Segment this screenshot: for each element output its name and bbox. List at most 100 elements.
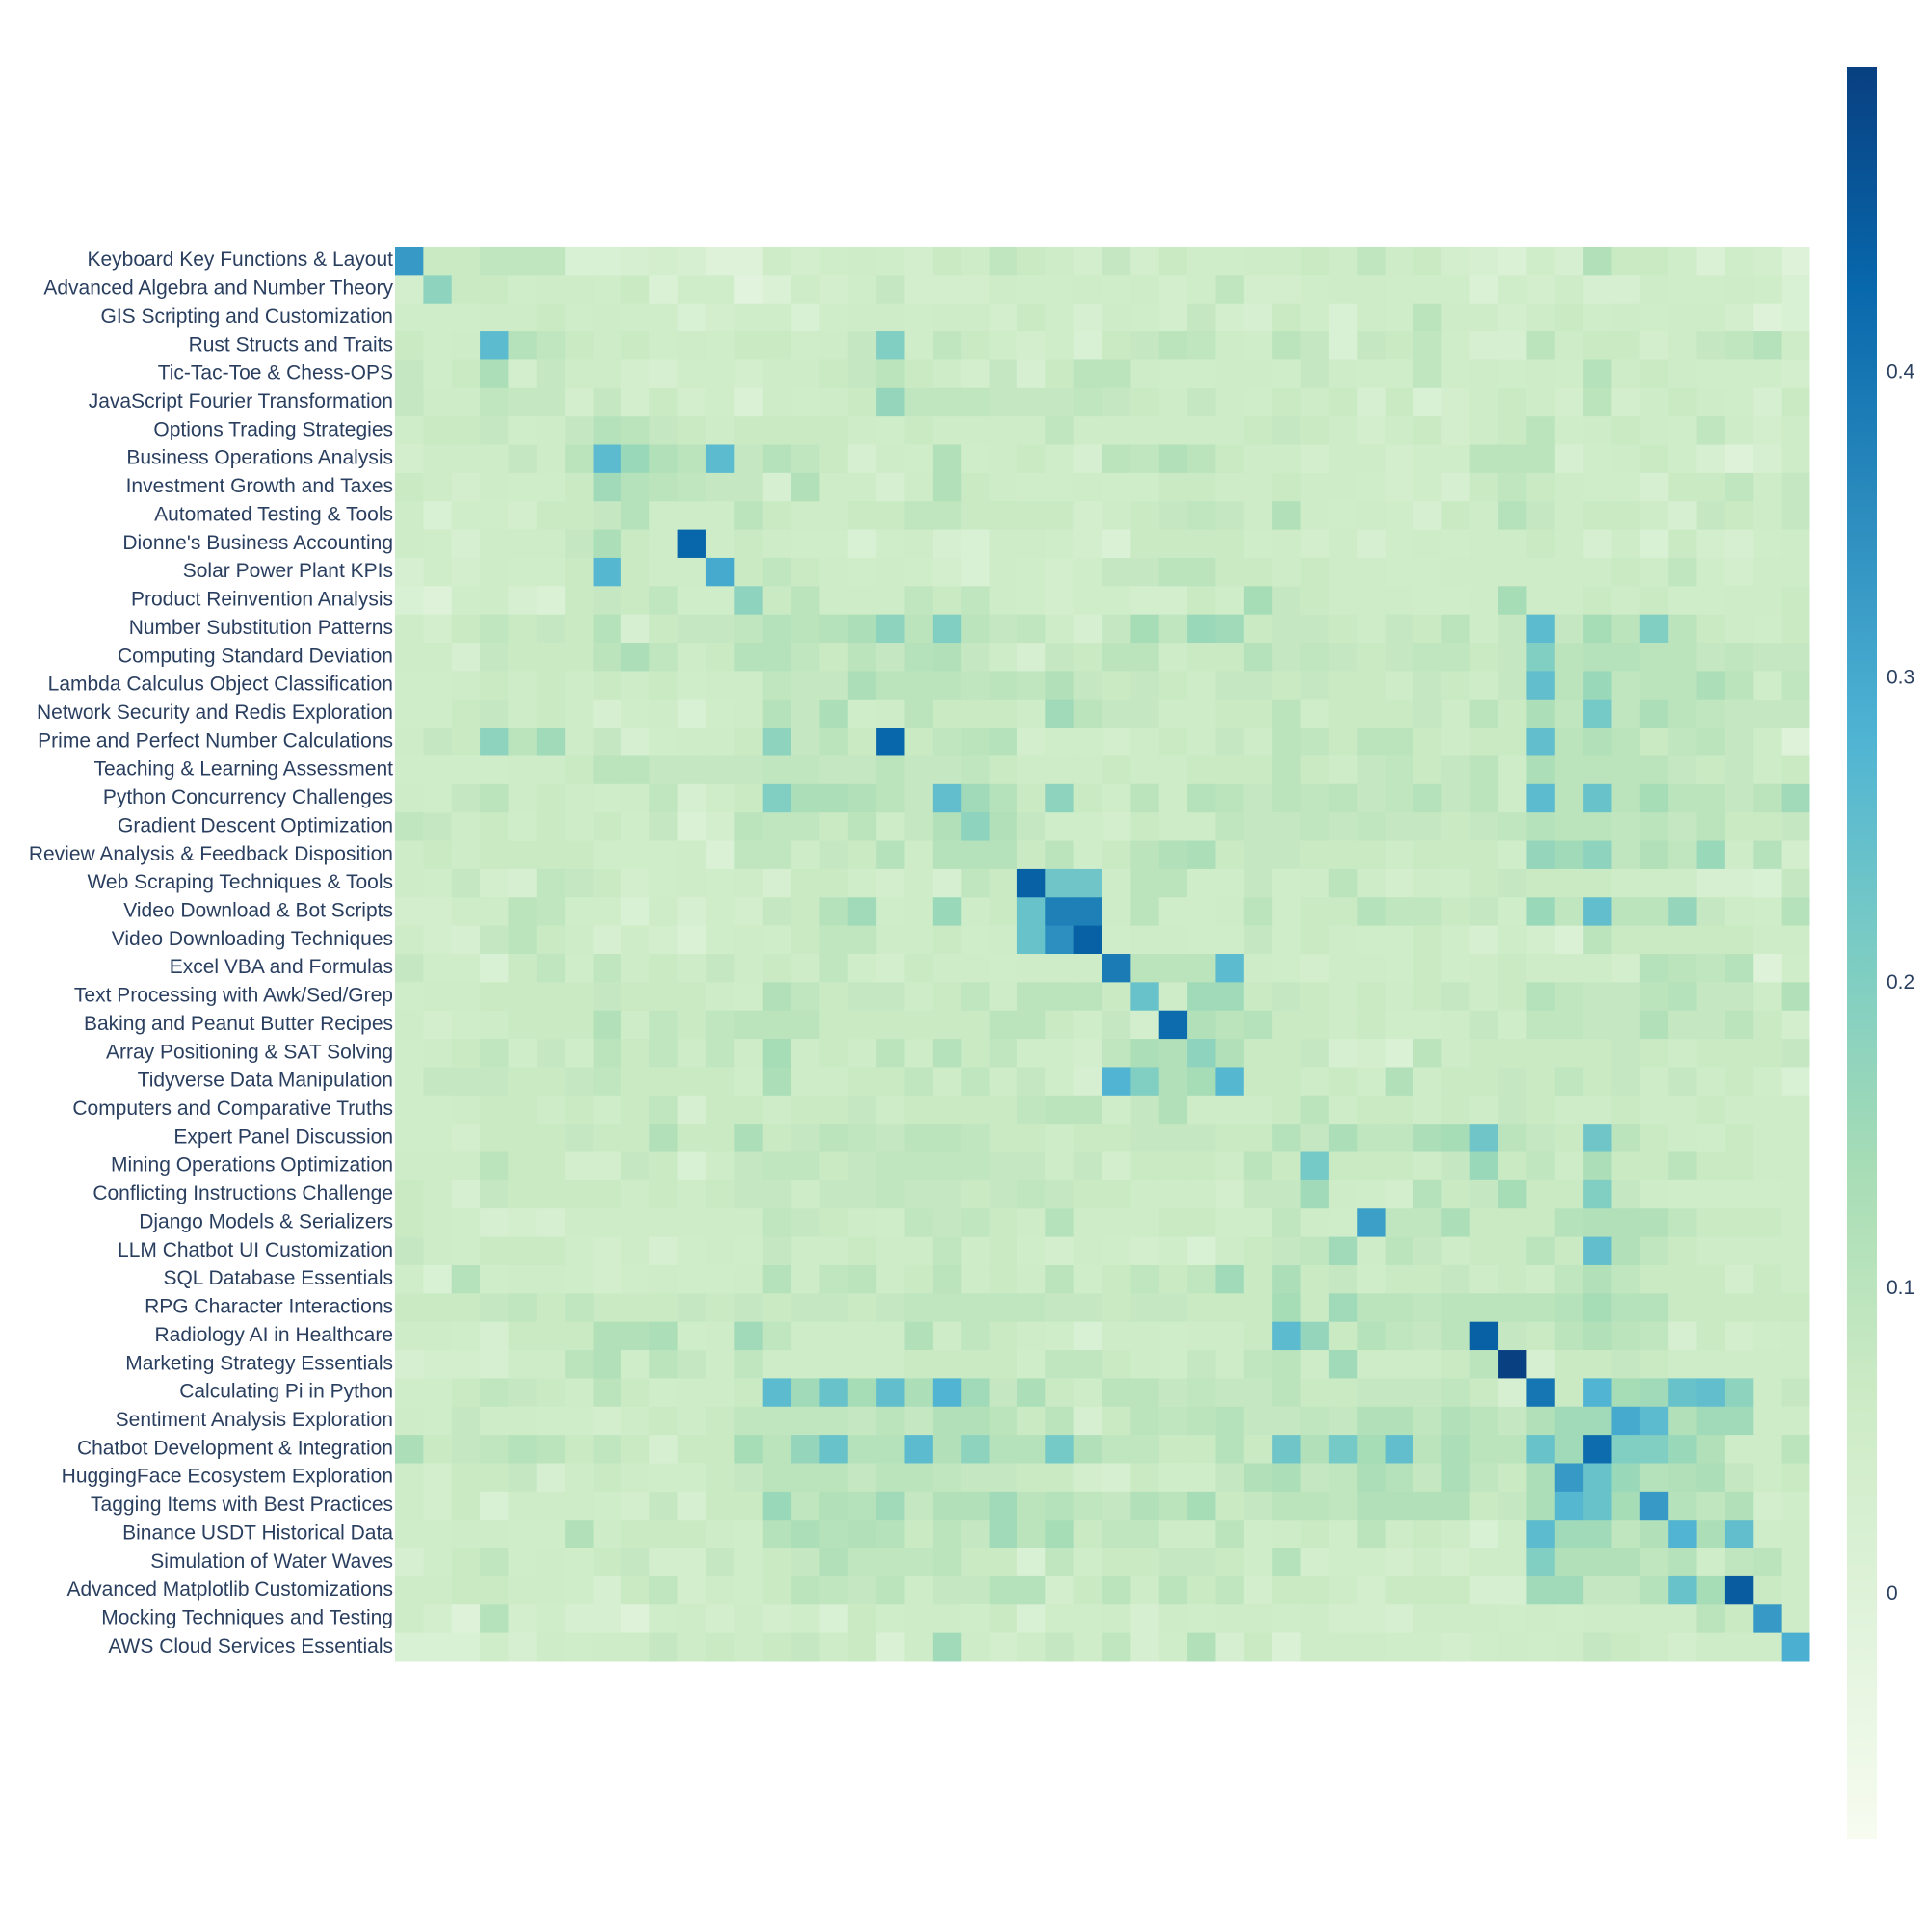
heatmap-cell bbox=[762, 1067, 792, 1097]
heatmap-cell bbox=[423, 1039, 453, 1068]
heatmap-cell bbox=[1016, 1575, 1046, 1605]
heatmap-cell bbox=[480, 1236, 509, 1266]
heatmap-cell bbox=[508, 643, 538, 672]
heatmap-cell bbox=[876, 1548, 905, 1577]
heatmap-cell bbox=[1130, 1378, 1160, 1408]
heatmap-cell bbox=[1498, 557, 1527, 587]
heatmap-cell bbox=[961, 1463, 990, 1493]
heatmap-cell bbox=[1102, 783, 1131, 813]
heatmap-cell bbox=[762, 1491, 792, 1521]
heatmap-cell bbox=[677, 444, 707, 474]
heatmap-cell bbox=[734, 331, 764, 360]
heatmap-cell bbox=[791, 1124, 820, 1153]
heatmap-cell bbox=[1781, 643, 1810, 672]
heatmap-cell bbox=[1469, 501, 1499, 531]
heatmap-cell bbox=[1187, 1179, 1216, 1209]
heatmap-cell bbox=[1469, 1632, 1499, 1662]
heatmap-cell bbox=[1357, 444, 1386, 474]
heatmap-cell bbox=[734, 1067, 764, 1097]
heatmap-cell bbox=[1724, 557, 1754, 587]
heatmap-cell bbox=[1045, 387, 1075, 417]
heatmap-cell bbox=[904, 614, 934, 644]
heatmap-cell bbox=[1469, 1010, 1499, 1040]
heatmap-cell bbox=[423, 1435, 453, 1464]
heatmap-cell bbox=[1526, 1378, 1556, 1408]
heatmap-cell bbox=[1130, 1293, 1160, 1323]
heatmap-cell bbox=[1357, 1491, 1386, 1521]
heatmap-cell bbox=[1243, 1039, 1273, 1068]
y-tick-label: Text Processing with Awk/Sed/Grep bbox=[74, 985, 393, 1007]
heatmap-cell bbox=[677, 1350, 707, 1379]
heatmap-cell bbox=[1016, 1321, 1046, 1351]
heatmap-cell bbox=[395, 247, 424, 276]
heatmap-cell bbox=[508, 501, 538, 531]
heatmap-cell bbox=[847, 1010, 877, 1040]
heatmap-cell bbox=[480, 247, 509, 276]
heatmap-cell bbox=[1272, 1575, 1302, 1605]
heatmap-cell bbox=[1526, 586, 1556, 616]
heatmap-cell bbox=[876, 1151, 905, 1181]
heatmap-cell bbox=[1583, 1406, 1612, 1436]
heatmap-cell bbox=[395, 1208, 424, 1238]
heatmap-cell bbox=[536, 1010, 566, 1040]
heatmap-cell bbox=[1102, 954, 1131, 983]
heatmap-cell bbox=[819, 1435, 849, 1464]
heatmap-cell bbox=[1243, 1124, 1273, 1153]
heatmap-cell bbox=[480, 444, 509, 474]
heatmap-cell bbox=[1187, 671, 1216, 701]
heatmap-cell bbox=[1045, 501, 1075, 531]
heatmap-cell bbox=[395, 1039, 424, 1068]
heatmap-cell bbox=[1583, 247, 1612, 276]
heatmap-cell bbox=[1441, 472, 1471, 502]
y-tick-label: LLM Chatbot UI Customization bbox=[118, 1239, 393, 1261]
heatmap-cell bbox=[677, 1463, 707, 1493]
heatmap-cell bbox=[819, 1179, 849, 1209]
heatmap-cell bbox=[1385, 247, 1414, 276]
heatmap-cell bbox=[536, 387, 566, 417]
heatmap-cell bbox=[508, 1179, 538, 1209]
heatmap-cell bbox=[1328, 557, 1358, 587]
heatmap-cell bbox=[1412, 416, 1442, 446]
heatmap-cell bbox=[1724, 387, 1754, 417]
heatmap-cell bbox=[1412, 1179, 1442, 1209]
heatmap-cell bbox=[1441, 1548, 1471, 1577]
heatmap-cell bbox=[734, 868, 764, 898]
heatmap-cell bbox=[1385, 1548, 1414, 1577]
heatmap-cell bbox=[1753, 755, 1782, 785]
heatmap-cell bbox=[1583, 1039, 1612, 1068]
heatmap-cell bbox=[1583, 728, 1612, 756]
heatmap-cell bbox=[1611, 1632, 1641, 1662]
heatmap-cell bbox=[1102, 868, 1131, 898]
heatmap-cell bbox=[705, 1208, 735, 1238]
heatmap-cell bbox=[1554, 1095, 1584, 1125]
heatmap-cell bbox=[1583, 1520, 1612, 1549]
heatmap-cell bbox=[1554, 1520, 1584, 1549]
heatmap-cell bbox=[1073, 1039, 1103, 1068]
heatmap-cell bbox=[677, 728, 707, 756]
heatmap-cell bbox=[1130, 982, 1160, 1012]
heatmap-cell bbox=[1526, 1604, 1556, 1634]
heatmap-cell bbox=[1668, 897, 1698, 927]
heatmap-cell bbox=[677, 1293, 707, 1323]
heatmap-cell bbox=[762, 728, 792, 756]
heatmap-cell bbox=[847, 982, 877, 1012]
y-tick-label: Binance USDT Historical Data bbox=[122, 1522, 393, 1544]
heatmap-cell bbox=[1158, 1095, 1188, 1125]
heatmap-cell bbox=[1385, 1632, 1414, 1662]
heatmap-cell bbox=[1187, 247, 1216, 276]
heatmap-cell bbox=[593, 897, 622, 927]
heatmap-cell bbox=[904, 840, 934, 870]
heatmap-cell bbox=[1300, 1010, 1330, 1040]
heatmap-cell bbox=[1215, 1151, 1245, 1181]
heatmap-cell bbox=[1639, 1378, 1669, 1408]
heatmap-cell bbox=[451, 472, 481, 502]
heatmap-cell bbox=[1187, 359, 1216, 389]
heatmap-cell bbox=[1753, 614, 1782, 644]
heatmap-cell bbox=[593, 529, 622, 559]
heatmap-cell bbox=[904, 1350, 934, 1379]
heatmap-cell bbox=[1498, 1095, 1527, 1125]
heatmap-cell bbox=[1781, 897, 1810, 927]
heatmap-cell bbox=[1130, 1575, 1160, 1605]
heatmap-cell bbox=[508, 671, 538, 701]
heatmap-cell bbox=[819, 303, 849, 332]
